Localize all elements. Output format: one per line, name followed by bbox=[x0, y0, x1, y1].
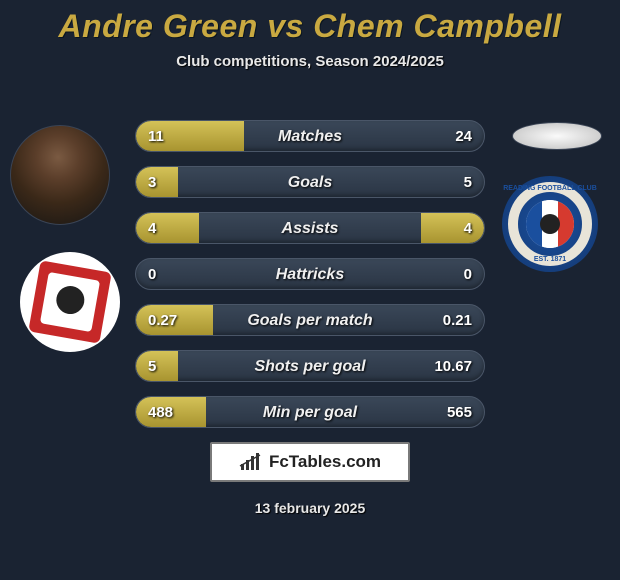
club-right-text-top: READING FOOTBALL CLUB bbox=[502, 185, 598, 192]
stat-label: Matches bbox=[136, 121, 484, 152]
stat-label: Hattricks bbox=[136, 259, 484, 290]
stat-row: 44Assists bbox=[135, 212, 485, 244]
chart-icon bbox=[239, 452, 263, 472]
player-right-avatar bbox=[512, 122, 602, 150]
player-left-avatar bbox=[10, 125, 110, 225]
stat-row: 1124Matches bbox=[135, 120, 485, 152]
stat-label: Min per goal bbox=[136, 397, 484, 428]
club-left-badge bbox=[20, 252, 120, 352]
stat-label: Goals bbox=[136, 167, 484, 198]
stat-row: 0.270.21Goals per match bbox=[135, 304, 485, 336]
stat-row: 00Hattricks bbox=[135, 258, 485, 290]
brand-text: FcTables.com bbox=[269, 452, 381, 472]
club-right-text-bot: EST. 1871 bbox=[502, 256, 598, 263]
brand-box[interactable]: FcTables.com bbox=[210, 442, 410, 482]
comparison-subtitle: Club competitions, Season 2024/2025 bbox=[0, 53, 620, 70]
stats-container: 1124Matches 35Goals 44Assists 00Hattricks 0.… bbox=[135, 120, 485, 442]
comparison-title: Andre Green vs Chem Campbell bbox=[0, 0, 620, 45]
club-right-badge: READING FOOTBALL CLUB EST. 1871 bbox=[502, 176, 598, 272]
stat-row: 35Goals bbox=[135, 166, 485, 198]
stat-row: 488565Min per goal bbox=[135, 396, 485, 428]
stat-label: Shots per goal bbox=[136, 351, 484, 382]
club-right-center bbox=[526, 200, 574, 248]
stat-label: Goals per match bbox=[136, 305, 484, 336]
comparison-date: 13 february 2025 bbox=[0, 500, 620, 516]
club-left-badge-inner bbox=[28, 260, 111, 343]
stat-row: 510.67Shots per goal bbox=[135, 350, 485, 382]
stat-label: Assists bbox=[136, 213, 484, 244]
